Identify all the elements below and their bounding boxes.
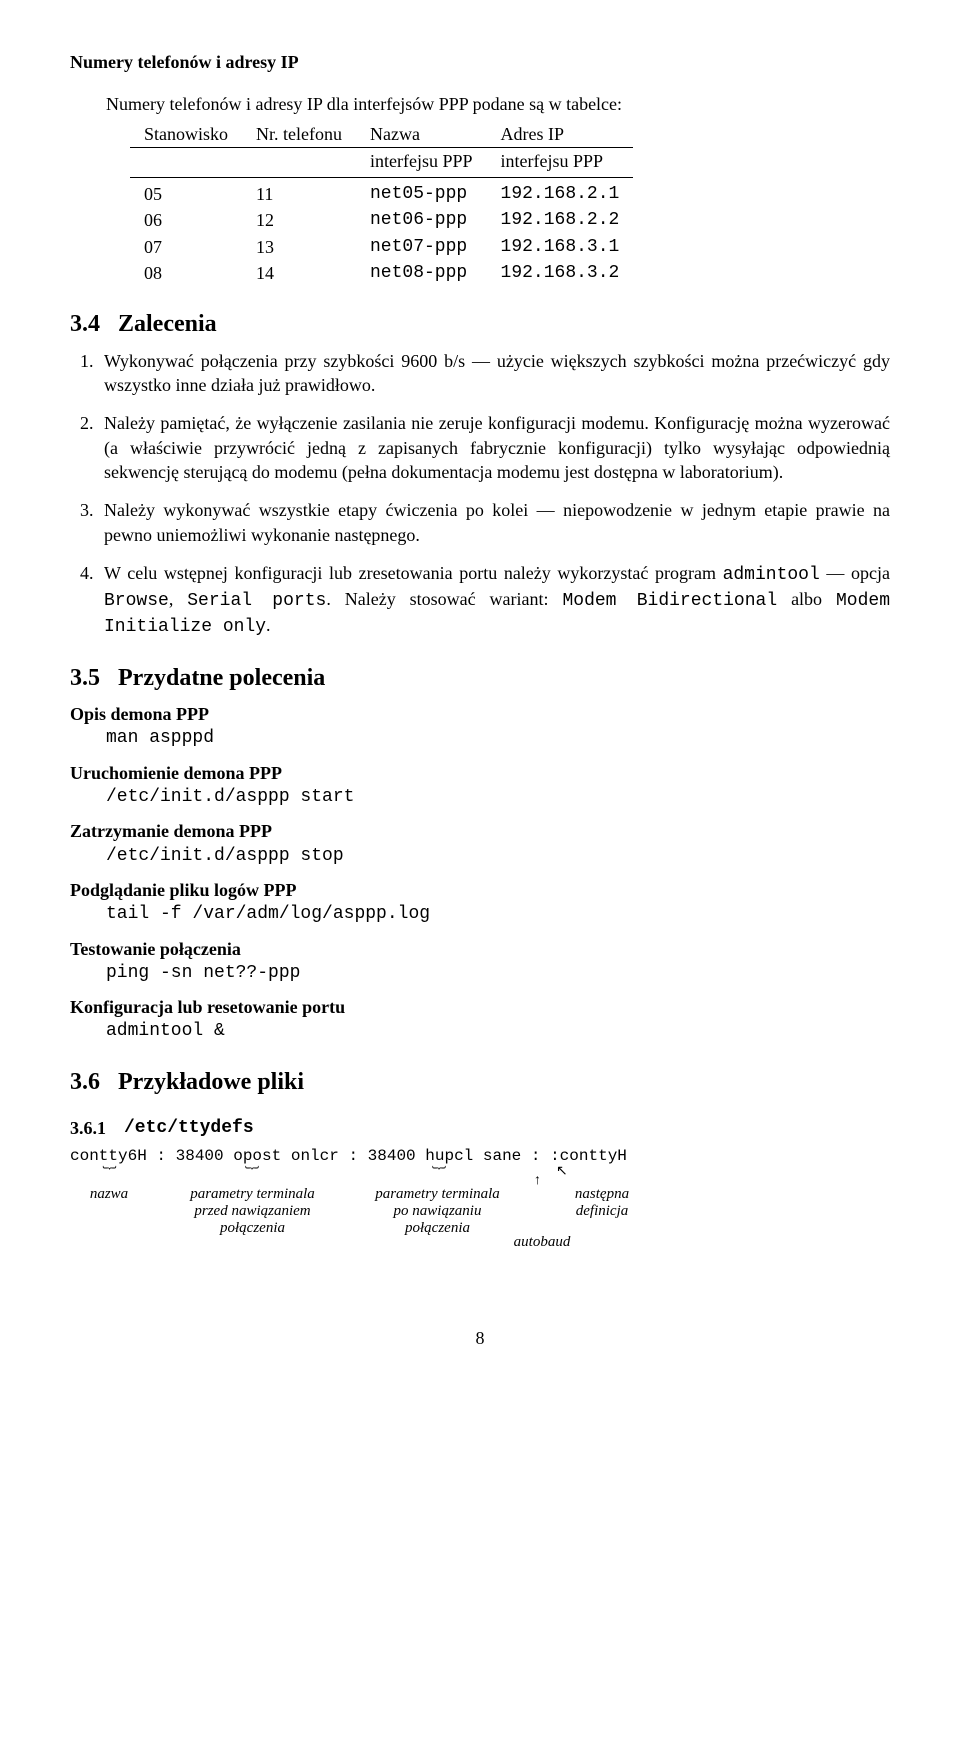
command-block: Testowanie połączenia ping -sn net??-ppp <box>70 937 890 986</box>
heading-num: 3.6.1 <box>70 1116 106 1140</box>
command-block: Uruchomienie demona PPP /etc/init.d/aspp… <box>70 761 890 810</box>
text: . <box>266 615 271 635</box>
heading-title: Zalecenia <box>118 308 217 340</box>
list-item: Należy pamiętać, że wyłączenie zasilania… <box>98 411 890 484</box>
command-code: man aspppd <box>106 726 890 750</box>
command-block: Zatrzymanie demona PPP /etc/init.d/asppp… <box>70 819 890 868</box>
annotation-autobaud: autobaud <box>502 1234 582 1251</box>
page-number: 8 <box>70 1326 890 1350</box>
text: — opcja <box>820 563 890 583</box>
command-block: Opis demona PPP man aspppd <box>70 702 890 751</box>
recommendations-list: Wykonywać połączenia przy szybkości 9600… <box>98 349 890 640</box>
text: po nawiązaniu <box>394 1203 482 1219</box>
brace-icon: ︸ <box>356 1166 521 1185</box>
arrow-up-icon: ↑ <box>534 1172 541 1191</box>
heading-title: Przykładowe pliki <box>118 1066 304 1098</box>
text: połączenia <box>405 1220 470 1236</box>
th-nazwa: Nazwa <box>356 121 487 148</box>
text: następna <box>575 1186 629 1202</box>
code: Browse <box>104 591 169 611</box>
cell: 12 <box>242 207 356 233</box>
th-adres: Adres IP <box>487 121 634 148</box>
text: W celu wstępnej konfiguracji lub zreseto… <box>104 563 723 583</box>
cell: net07-ppp <box>356 234 487 260</box>
text: definicja <box>576 1203 629 1219</box>
code: Modem Bidirectional <box>562 591 777 611</box>
th2-3: interfejsu PPP <box>487 147 634 177</box>
list-item: Należy wykonywać wszystkie etapy ćwiczen… <box>98 498 890 547</box>
command-label: Podglądanie pliku logów PPP <box>70 878 890 902</box>
list-item: W celu wstępnej konfiguracji lub zreseto… <box>98 561 890 640</box>
heading-num: 3.4 <box>70 308 100 340</box>
table-row: 06 12 net06-ppp 192.168.2.2 <box>130 207 633 233</box>
heading-num: 3.5 <box>70 662 100 694</box>
heading-title: /etc/ttydefs <box>124 1116 254 1140</box>
table-row: 08 14 net08-ppp 192.168.3.2 <box>130 260 633 286</box>
table-row: 07 13 net07-ppp 192.168.3.1 <box>130 234 633 260</box>
heading-3-5: 3.5 Przydatne polecenia <box>70 662 890 694</box>
th2-2: interfejsu PPP <box>356 147 487 177</box>
command-code: admintool & <box>106 1019 890 1043</box>
th2-1 <box>242 147 356 177</box>
th-telefon: Nr. telefonu <box>242 121 356 148</box>
th-stanowisko: Stanowisko <box>130 121 242 148</box>
cell: 05 <box>130 178 242 208</box>
command-block: Konfiguracja lub resetowanie portu admin… <box>70 995 890 1044</box>
intro-text: Numery telefonów i adresy IP dla interfe… <box>106 92 890 116</box>
ttydefs-code-line: contty6H : 38400 opost onlcr : 38400 hup… <box>70 1146 890 1168</box>
command-label: Konfiguracja lub resetowanie portu <box>70 995 890 1019</box>
ttydefs-annotations: ︸ ︸ ︸ ↑ ↖ nazwa parametry terminala prze… <box>70 1166 890 1286</box>
cell: 192.168.2.1 <box>487 178 634 208</box>
heading-num: 3.6 <box>70 1066 100 1098</box>
ppp-table: Stanowisko Nr. telefonu Nazwa Adres IP i… <box>130 121 633 287</box>
command-code: /etc/init.d/asppp stop <box>106 844 890 868</box>
cell: net06-ppp <box>356 207 487 233</box>
command-label: Uruchomienie demona PPP <box>70 761 890 785</box>
command-block: Podglądanie pliku logów PPP tail -f /var… <box>70 878 890 927</box>
annotation-nastepna: następna definicja <box>562 1186 642 1221</box>
text: parametry terminala <box>190 1186 315 1202</box>
heading-title: Przydatne polecenia <box>118 662 325 694</box>
section-title: Numery telefonów i adresy IP <box>70 50 890 74</box>
cell: 192.168.3.2 <box>487 260 634 286</box>
brace-icon: ︸ <box>70 1166 148 1185</box>
command-code: ping -sn net??-ppp <box>106 961 890 985</box>
brace-icon: ︸ <box>164 1166 339 1185</box>
cell: net05-ppp <box>356 178 487 208</box>
annotation-po: parametry terminala po nawiązaniu połącz… <box>350 1186 525 1238</box>
text: parametry terminala <box>375 1186 500 1202</box>
text: , <box>169 589 187 609</box>
cell: 07 <box>130 234 242 260</box>
code: admintool <box>723 565 820 585</box>
text: . Należy stosować wariant: <box>326 589 562 609</box>
command-label: Testowanie połączenia <box>70 937 890 961</box>
list-item: Wykonywać połączenia przy szybkości 9600… <box>98 349 890 398</box>
text: połączenia <box>220 1220 285 1236</box>
text: przed nawiązaniem <box>194 1203 310 1219</box>
cell: 13 <box>242 234 356 260</box>
command-label: Opis demona PPP <box>70 702 890 726</box>
annotation-nazwa: nazwa <box>70 1186 148 1203</box>
cell: 06 <box>130 207 242 233</box>
cell: 08 <box>130 260 242 286</box>
heading-3-6-1: 3.6.1 /etc/ttydefs <box>70 1116 890 1140</box>
command-code: /etc/init.d/asppp start <box>106 785 890 809</box>
code: Serial ports <box>187 591 326 611</box>
arrow-up-icon: ↖ <box>556 1163 568 1182</box>
cell: 11 <box>242 178 356 208</box>
annotation-przed: parametry terminala przed nawiązaniem po… <box>160 1186 345 1238</box>
cell: 192.168.3.1 <box>487 234 634 260</box>
th2-0 <box>130 147 242 177</box>
cell: 192.168.2.2 <box>487 207 634 233</box>
table-row: 05 11 net05-ppp 192.168.2.1 <box>130 178 633 208</box>
cell: net08-ppp <box>356 260 487 286</box>
command-label: Zatrzymanie demona PPP <box>70 819 890 843</box>
command-code: tail -f /var/adm/log/asppp.log <box>106 902 890 926</box>
heading-3-6: 3.6 Przykładowe pliki <box>70 1066 890 1098</box>
heading-3-4: 3.4 Zalecenia <box>70 308 890 340</box>
cell: 14 <box>242 260 356 286</box>
text: albo <box>777 589 836 609</box>
